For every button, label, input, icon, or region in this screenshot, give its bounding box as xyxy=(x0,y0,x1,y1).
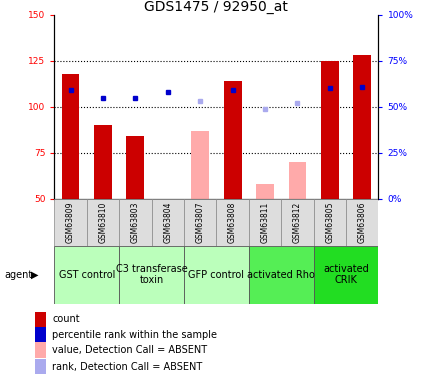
Text: GSM63808: GSM63808 xyxy=(227,201,237,243)
Text: GSM63803: GSM63803 xyxy=(131,201,140,243)
Bar xyxy=(288,162,306,199)
Bar xyxy=(126,136,144,199)
Bar xyxy=(191,131,209,199)
Bar xyxy=(320,61,338,199)
Bar xyxy=(54,246,119,304)
Text: GSM63811: GSM63811 xyxy=(260,202,269,243)
Bar xyxy=(119,246,184,304)
Text: agent: agent xyxy=(4,270,33,280)
Text: GSM63806: GSM63806 xyxy=(357,201,366,243)
Bar xyxy=(256,184,273,199)
Text: percentile rank within the sample: percentile rank within the sample xyxy=(52,330,217,340)
Bar xyxy=(281,199,313,246)
Bar xyxy=(151,199,184,246)
Text: ▶: ▶ xyxy=(31,270,39,280)
Text: GSM63810: GSM63810 xyxy=(98,201,107,243)
Text: GSM63809: GSM63809 xyxy=(66,201,75,243)
Bar xyxy=(248,199,280,246)
Bar xyxy=(94,125,112,199)
Text: GSM63812: GSM63812 xyxy=(292,202,301,243)
Bar xyxy=(35,342,46,358)
Bar xyxy=(313,246,378,304)
Text: rank, Detection Call = ABSENT: rank, Detection Call = ABSENT xyxy=(52,362,202,372)
Bar xyxy=(35,359,46,374)
Text: C3 transferase
toxin: C3 transferase toxin xyxy=(115,264,187,285)
Bar xyxy=(223,81,241,199)
Text: GSM63805: GSM63805 xyxy=(325,201,334,243)
Text: GFP control: GFP control xyxy=(188,270,244,280)
Bar xyxy=(184,199,216,246)
Bar xyxy=(62,74,79,199)
Text: GSM63807: GSM63807 xyxy=(195,201,204,243)
Bar xyxy=(119,199,151,246)
Bar xyxy=(345,199,378,246)
Bar xyxy=(216,199,248,246)
Bar xyxy=(35,327,46,342)
Bar xyxy=(184,246,248,304)
Bar xyxy=(352,56,370,199)
Bar xyxy=(35,312,46,327)
Text: activated
CRIK: activated CRIK xyxy=(322,264,368,285)
Text: GSM63804: GSM63804 xyxy=(163,201,172,243)
Bar xyxy=(313,199,345,246)
Title: GDS1475 / 92950_at: GDS1475 / 92950_at xyxy=(144,0,288,14)
Text: activated Rho: activated Rho xyxy=(247,270,315,280)
Bar xyxy=(87,199,119,246)
Text: value, Detection Call = ABSENT: value, Detection Call = ABSENT xyxy=(52,345,207,355)
Text: GST control: GST control xyxy=(59,270,115,280)
Bar xyxy=(248,246,313,304)
Text: count: count xyxy=(52,315,80,324)
Bar xyxy=(54,199,86,246)
